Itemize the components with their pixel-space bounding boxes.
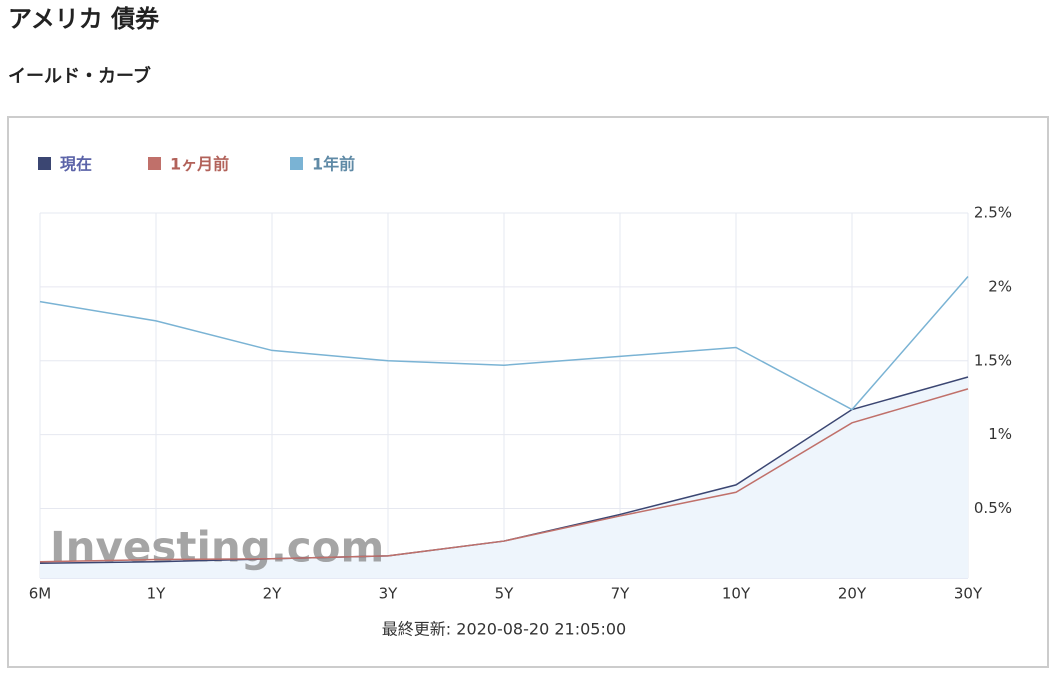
- x-tick-label: 30Y: [954, 585, 983, 603]
- x-tick-label: 1Y: [147, 585, 167, 603]
- x-tick-label: 20Y: [838, 585, 867, 603]
- y-tick-label: 2%: [988, 277, 1012, 295]
- y-tick-label: 0.5%: [974, 499, 1012, 517]
- y-tick-label: 1%: [988, 425, 1012, 443]
- x-tick-label: 10Y: [722, 585, 751, 603]
- legend-swatch: [38, 157, 51, 170]
- x-tick-label: 5Y: [495, 585, 515, 603]
- legend-label: 1年前: [312, 155, 355, 174]
- x-tick-label: 6M: [29, 585, 52, 603]
- legend-label: 現在: [60, 155, 92, 174]
- line: [39, 276, 969, 411]
- x-tick-label: 7Y: [611, 585, 631, 603]
- y-tick-label: 2.5%: [974, 204, 1012, 222]
- last-updated: 最終更新: 2020-08-20 21:05:00: [382, 620, 626, 639]
- legend-swatch: [148, 157, 161, 170]
- watermark: Investing.com: [50, 523, 384, 572]
- y-tick-label: 1.5%: [974, 351, 1012, 369]
- legend-label: 1ヶ月前: [170, 155, 229, 174]
- x-tick-label: 2Y: [263, 585, 283, 603]
- line: [39, 388, 969, 563]
- page-title: アメリカ 債券: [8, 5, 160, 33]
- legend-swatch: [290, 157, 303, 170]
- page-subtitle: イールド・カーブ: [8, 65, 151, 87]
- x-tick-label: 3Y: [379, 585, 399, 603]
- area: [40, 377, 968, 578]
